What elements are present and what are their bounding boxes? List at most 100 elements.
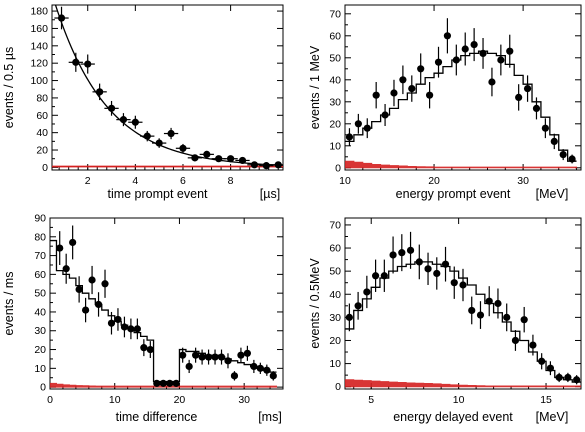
background-histogram bbox=[50, 382, 278, 388]
data-point bbox=[185, 362, 193, 371]
data-point bbox=[433, 269, 441, 278]
data-point bbox=[523, 85, 532, 93]
y-tick-label: 0 bbox=[42, 162, 48, 174]
y-tick-label: 80 bbox=[36, 92, 48, 104]
data-point bbox=[443, 32, 452, 40]
data-point bbox=[503, 313, 511, 321]
data-point bbox=[191, 154, 199, 162]
y-tick-label: 50 bbox=[329, 266, 341, 278]
y-tick-label: 60 bbox=[329, 30, 341, 42]
y-axis-label: events / ms bbox=[2, 272, 16, 336]
data-point bbox=[56, 244, 64, 252]
x-tick-label: 5 bbox=[368, 394, 374, 406]
x-tick-label: 30 bbox=[517, 175, 529, 187]
data-point bbox=[511, 336, 520, 345]
data-point bbox=[532, 104, 541, 112]
data-point bbox=[88, 276, 96, 284]
data-point bbox=[380, 272, 388, 280]
exponential-fit-curve bbox=[54, 5, 283, 166]
background-band bbox=[52, 165, 283, 168]
y-tick-label: 90 bbox=[34, 213, 46, 225]
background-histogram bbox=[345, 379, 581, 388]
plot-frame bbox=[51, 4, 284, 171]
y-tick-label: 10 bbox=[34, 363, 46, 375]
y-tick-label: 70 bbox=[329, 219, 341, 231]
data-point bbox=[381, 111, 389, 119]
data-point bbox=[515, 93, 523, 101]
data-point bbox=[263, 366, 271, 374]
data-point bbox=[84, 60, 92, 68]
plot-frame bbox=[49, 217, 284, 390]
x-axis-label: time prompt event bbox=[107, 187, 208, 201]
data-point bbox=[238, 156, 247, 165]
y-tick-label: 10 bbox=[329, 140, 341, 152]
data-point bbox=[57, 14, 66, 22]
plot-area bbox=[50, 225, 278, 388]
data-point bbox=[399, 76, 407, 84]
data-point bbox=[159, 379, 167, 387]
x-tick-label: 15 bbox=[540, 394, 552, 406]
x-axis-label: energy prompt event bbox=[396, 187, 511, 201]
data-point bbox=[345, 313, 353, 321]
data-point bbox=[497, 56, 505, 64]
model-histogram bbox=[345, 50, 577, 162]
data-point bbox=[133, 325, 141, 333]
y-tick-label: 40 bbox=[36, 127, 48, 139]
x-tick-label: 10 bbox=[453, 394, 465, 406]
data-point bbox=[81, 306, 90, 314]
data-point bbox=[143, 132, 151, 140]
data-point bbox=[529, 341, 537, 349]
panel-time-prompt-event: 0 20 40 60 80 100 120 140 160 180 2 4 6 8 time prompt … bbox=[2, 4, 284, 201]
data-point bbox=[415, 258, 423, 266]
data-point bbox=[573, 376, 581, 384]
data-point bbox=[96, 88, 104, 96]
data-point bbox=[237, 351, 245, 359]
data-point bbox=[568, 155, 576, 163]
y-tick-label: 160 bbox=[30, 23, 48, 35]
background-histogram bbox=[345, 160, 578, 169]
data-point bbox=[550, 137, 558, 145]
data-point bbox=[119, 116, 128, 124]
data-point bbox=[372, 91, 380, 99]
data-point bbox=[485, 297, 493, 305]
data-point bbox=[555, 373, 563, 382]
data-point bbox=[559, 151, 567, 159]
y-tick-label: 20 bbox=[329, 118, 341, 130]
x-tick-label: 30 bbox=[238, 394, 250, 406]
data-point bbox=[192, 351, 200, 359]
data-point bbox=[179, 144, 187, 152]
data-point bbox=[408, 85, 416, 93]
data-point bbox=[250, 362, 258, 371]
y-tick-label: 50 bbox=[34, 288, 46, 300]
y-tick-label: 0 bbox=[335, 162, 341, 174]
data-point bbox=[75, 285, 83, 294]
data-point bbox=[459, 281, 467, 289]
x-tick-label: 8 bbox=[228, 175, 234, 187]
x-axis-unit: [MeV] bbox=[536, 187, 569, 201]
plot-area bbox=[52, 5, 283, 170]
data-point bbox=[153, 379, 161, 387]
data-point bbox=[461, 45, 469, 53]
model-histogram bbox=[50, 239, 277, 383]
x-axis-unit: [µs] bbox=[260, 187, 280, 201]
data-point bbox=[198, 353, 206, 361]
data-point bbox=[203, 150, 211, 158]
data-point bbox=[227, 155, 235, 163]
data-point bbox=[520, 316, 528, 324]
data-point bbox=[107, 319, 116, 327]
data-point bbox=[441, 260, 450, 268]
y-tick-label: 180 bbox=[30, 6, 48, 18]
plot-frame bbox=[344, 217, 582, 390]
y-tick-label: 70 bbox=[34, 250, 46, 262]
data-point bbox=[250, 161, 259, 169]
data-point bbox=[155, 139, 163, 147]
x-axis-unit: [ms] bbox=[258, 410, 282, 424]
x-tick-label: 10 bbox=[339, 175, 351, 187]
data-point bbox=[371, 272, 380, 280]
data-point bbox=[426, 91, 434, 99]
y-tick-label: 70 bbox=[329, 8, 341, 20]
y-tick-label: 120 bbox=[30, 58, 48, 70]
data-point bbox=[172, 379, 180, 387]
data-point bbox=[417, 65, 425, 73]
